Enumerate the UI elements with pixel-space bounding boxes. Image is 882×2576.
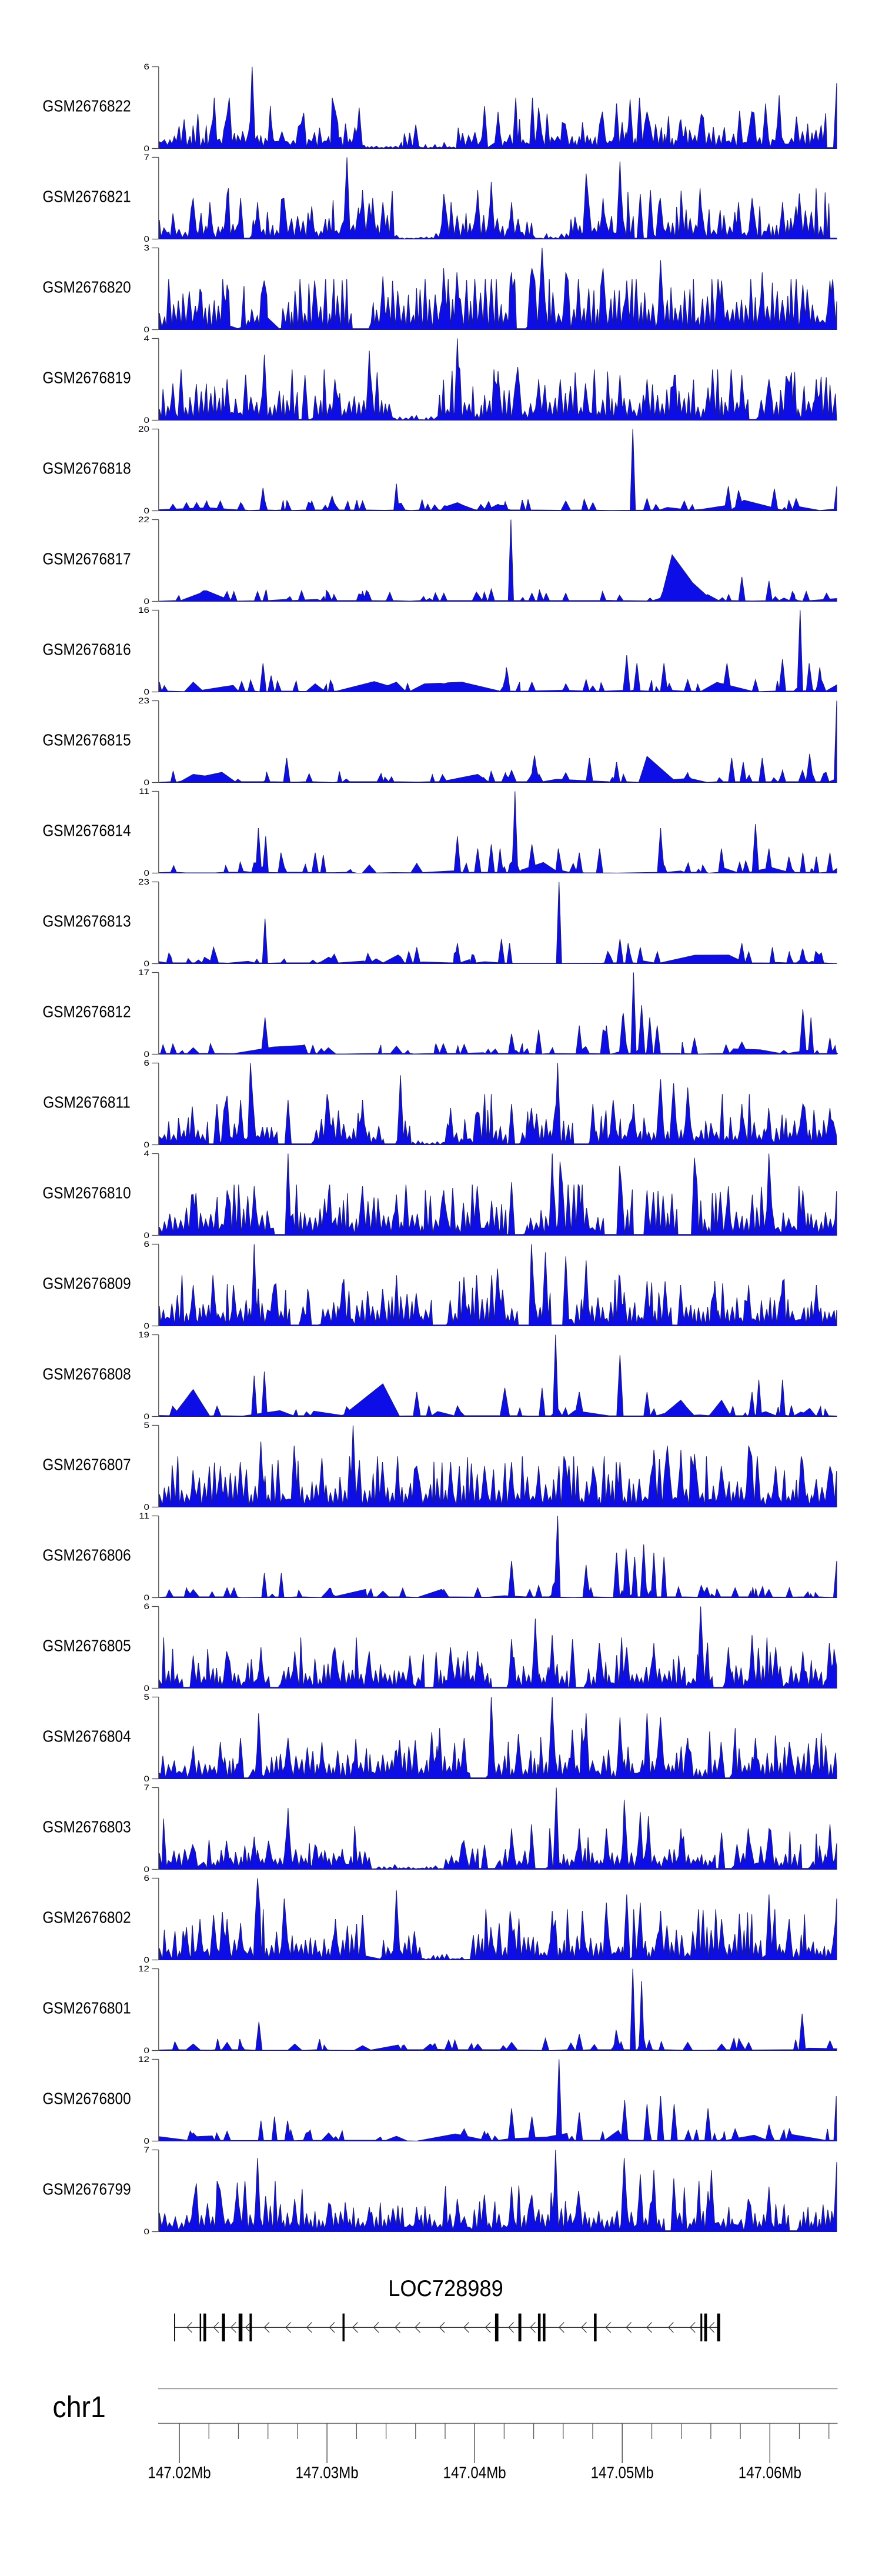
svg-text:0: 0 <box>143 1050 149 1059</box>
svg-text:7: 7 <box>143 153 149 162</box>
svg-text:3: 3 <box>143 243 149 252</box>
svg-text:0: 0 <box>143 325 149 334</box>
svg-text:12: 12 <box>138 2055 149 2064</box>
svg-text:6: 6 <box>143 1602 149 1611</box>
svg-text:GSM2676819: GSM2676819 <box>42 368 131 387</box>
svg-text:GSM2676812: GSM2676812 <box>42 1002 131 1021</box>
svg-text:147.06Mb: 147.06Mb <box>739 2463 801 2482</box>
svg-text:17: 17 <box>138 968 149 977</box>
svg-text:0: 0 <box>143 2046 149 2055</box>
svg-text:chr1: chr1 <box>53 2391 106 2424</box>
svg-text:GSM2676815: GSM2676815 <box>42 730 131 749</box>
svg-text:147.04Mb: 147.04Mb <box>443 2463 506 2482</box>
svg-text:20: 20 <box>138 425 149 433</box>
svg-text:0: 0 <box>143 869 149 877</box>
svg-text:0: 0 <box>143 1322 149 1330</box>
svg-text:147.03Mb: 147.03Mb <box>296 2463 359 2482</box>
svg-text:11: 11 <box>139 1511 149 1520</box>
svg-text:6: 6 <box>143 1240 149 1249</box>
svg-text:GSM2676821: GSM2676821 <box>42 187 131 206</box>
svg-text:0: 0 <box>143 1140 149 1149</box>
svg-text:GSM2676800: GSM2676800 <box>42 2089 131 2108</box>
svg-text:GSM2676805: GSM2676805 <box>42 1636 131 1655</box>
svg-text:0: 0 <box>143 1412 149 1421</box>
svg-text:7: 7 <box>143 2145 149 2154</box>
svg-text:GSM2676822: GSM2676822 <box>42 96 131 115</box>
svg-text:0: 0 <box>143 1865 149 1874</box>
svg-text:GSM2676808: GSM2676808 <box>42 1364 131 1383</box>
svg-text:0: 0 <box>143 1684 149 1693</box>
svg-text:GSM2676817: GSM2676817 <box>42 549 131 568</box>
svg-text:0: 0 <box>143 2227 149 2236</box>
svg-text:16: 16 <box>138 606 149 615</box>
svg-text:0: 0 <box>143 688 149 696</box>
svg-text:GSM2676820: GSM2676820 <box>42 278 131 296</box>
svg-text:GSM2676807: GSM2676807 <box>42 1455 131 1474</box>
svg-text:GSM2676806: GSM2676806 <box>42 1546 131 1564</box>
svg-text:GSM2676804: GSM2676804 <box>42 1727 131 1746</box>
svg-text:0: 0 <box>143 1956 149 1964</box>
svg-text:0: 0 <box>143 235 149 243</box>
svg-text:0: 0 <box>143 1774 149 1783</box>
svg-text:6: 6 <box>143 1059 149 1067</box>
svg-text:GSM2676818: GSM2676818 <box>42 459 131 478</box>
svg-text:GSM2676809: GSM2676809 <box>42 1274 131 1293</box>
svg-text:147.02Mb: 147.02Mb <box>148 2463 211 2482</box>
svg-text:6: 6 <box>143 1874 149 1883</box>
svg-text:4: 4 <box>143 1149 149 1158</box>
svg-text:19: 19 <box>138 1330 149 1339</box>
svg-text:5: 5 <box>143 1693 149 1701</box>
svg-text:0: 0 <box>143 506 149 515</box>
svg-text:GSM2676803: GSM2676803 <box>42 1817 131 1836</box>
svg-text:GSM2676816: GSM2676816 <box>42 640 131 659</box>
svg-text:GSM2676813: GSM2676813 <box>42 912 131 930</box>
svg-text:0: 0 <box>143 1593 149 1602</box>
svg-text:23: 23 <box>138 877 149 886</box>
svg-text:LOC728989: LOC728989 <box>388 2275 503 2301</box>
svg-text:GSM2676811: GSM2676811 <box>43 1093 130 1112</box>
svg-text:7: 7 <box>143 1783 149 1792</box>
svg-text:0: 0 <box>143 778 149 787</box>
svg-text:0: 0 <box>143 2137 149 2145</box>
svg-text:GSM2676814: GSM2676814 <box>42 821 131 840</box>
svg-text:GSM2676810: GSM2676810 <box>42 1183 131 1202</box>
svg-text:0: 0 <box>143 1503 149 1511</box>
svg-text:0: 0 <box>143 1231 149 1240</box>
svg-text:GSM2676799: GSM2676799 <box>42 2180 131 2198</box>
svg-text:GSM2676801: GSM2676801 <box>42 1998 131 2017</box>
svg-text:GSM2676802: GSM2676802 <box>42 1908 131 1927</box>
svg-text:147.05Mb: 147.05Mb <box>591 2463 654 2482</box>
svg-text:5: 5 <box>143 1421 149 1430</box>
svg-text:12: 12 <box>138 1964 149 1973</box>
svg-text:0: 0 <box>143 959 149 968</box>
svg-text:6: 6 <box>143 62 149 71</box>
svg-text:22: 22 <box>138 515 149 524</box>
svg-text:0: 0 <box>143 144 149 153</box>
svg-text:0: 0 <box>143 597 149 606</box>
svg-text:4: 4 <box>143 334 149 343</box>
svg-text:23: 23 <box>138 696 149 705</box>
svg-text:0: 0 <box>143 416 149 425</box>
svg-text:11: 11 <box>139 787 149 796</box>
